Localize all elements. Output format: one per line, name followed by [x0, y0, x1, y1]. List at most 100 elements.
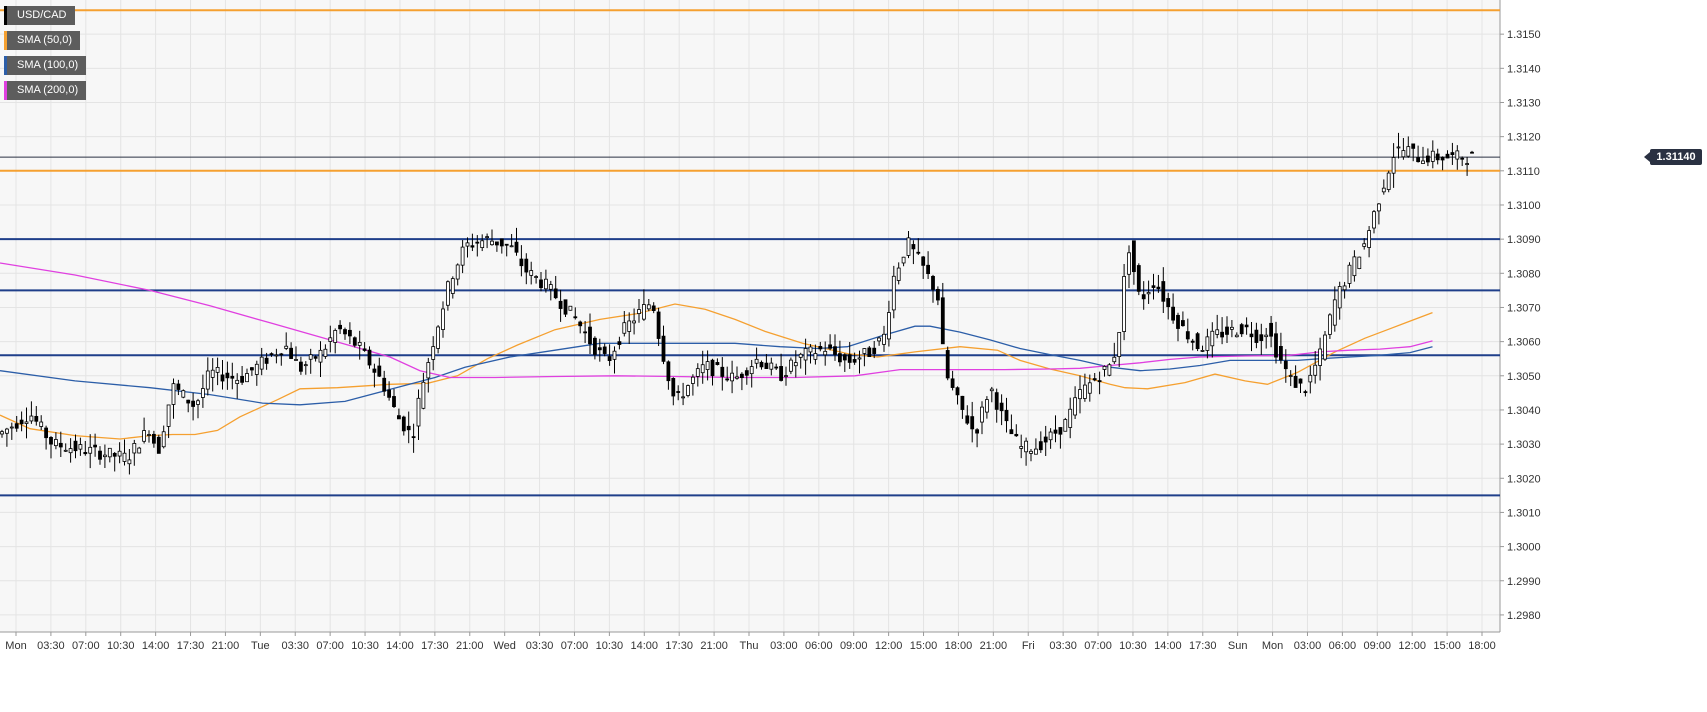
- candle-body: [1102, 366, 1107, 370]
- x-tick-label: 14:00: [386, 640, 414, 652]
- candle-body: [436, 326, 441, 349]
- candle-body: [1460, 157, 1465, 160]
- candle-body: [1269, 322, 1273, 337]
- candle-body: [936, 288, 940, 301]
- y-tick-label: 1.3010: [1507, 507, 1541, 519]
- y-tick-label: 1.3100: [1507, 200, 1541, 212]
- x-tick-label: 14:00: [142, 640, 170, 652]
- candle-body: [519, 258, 524, 267]
- x-tick-label: 03:00: [770, 640, 798, 652]
- candle-body: [367, 349, 372, 366]
- candle-body: [524, 258, 529, 273]
- y-tick-label: 1.3040: [1507, 405, 1541, 417]
- candle-body: [970, 416, 975, 430]
- x-tick-label: 10:30: [351, 640, 379, 652]
- candle-body: [1352, 256, 1357, 277]
- candle-body: [695, 368, 700, 377]
- candle-body: [862, 348, 867, 354]
- legend-label-symbol: USD/CAD: [17, 9, 67, 21]
- candle-body: [882, 333, 886, 345]
- legend-swatch-sma-100: [4, 56, 7, 75]
- candle-body: [1254, 329, 1259, 343]
- candle-body: [793, 362, 798, 367]
- candle-body: [710, 359, 715, 377]
- candle-body: [1092, 378, 1097, 381]
- candle-body: [1014, 433, 1019, 437]
- candle-body: [499, 238, 504, 247]
- candle-body: [842, 354, 847, 361]
- candle-body: [573, 316, 578, 319]
- candle-body: [112, 452, 117, 457]
- candle-body: [1445, 153, 1450, 159]
- candle-body: [1288, 375, 1293, 377]
- candle-body: [338, 324, 343, 330]
- candle-body: [137, 447, 142, 454]
- x-tick-label: 14:00: [1154, 640, 1182, 652]
- candle-body: [563, 299, 568, 315]
- candle-body: [548, 284, 553, 290]
- candle-body: [269, 353, 274, 356]
- candle-body: [901, 256, 906, 264]
- candle-body: [597, 347, 602, 351]
- last-price-tag: 1.31140: [1644, 149, 1702, 166]
- candle-body: [196, 400, 200, 405]
- candle-body: [24, 421, 29, 424]
- candle-body: [1210, 330, 1215, 347]
- legend-label-sma-50: SMA (50,0): [17, 34, 73, 46]
- candle-body: [1024, 440, 1028, 453]
- candle-body: [730, 372, 734, 382]
- candle-body: [9, 426, 14, 429]
- x-tick-label: Mon: [5, 640, 26, 652]
- candle-body: [1323, 334, 1327, 360]
- candle-body: [994, 392, 999, 410]
- candle-body: [1185, 331, 1190, 340]
- candle-body: [73, 440, 78, 452]
- candle-body: [1132, 240, 1136, 273]
- candle-body: [240, 375, 245, 383]
- y-tick-label: 1.3020: [1507, 473, 1541, 485]
- candle-body: [514, 241, 519, 253]
- candle-body: [431, 346, 436, 360]
- candle-body: [1190, 340, 1195, 343]
- x-tick-label: 07:00: [72, 640, 100, 652]
- y-tick-label: 1.3080: [1507, 268, 1541, 280]
- candle-body: [294, 359, 298, 361]
- y-tick-label: 1.3150: [1507, 29, 1541, 41]
- candle-body: [945, 350, 950, 379]
- x-tick-label: 12:00: [875, 640, 903, 652]
- candle-body: [1166, 298, 1171, 308]
- candle-body: [49, 436, 53, 445]
- candle-body: [313, 356, 318, 359]
- candle-body: [58, 442, 63, 448]
- candle-body: [411, 436, 416, 439]
- candle-body: [323, 348, 328, 357]
- candle-body: [406, 425, 411, 431]
- candle-body: [205, 370, 210, 390]
- candle-body: [98, 450, 102, 460]
- candle-body: [68, 448, 73, 454]
- x-tick-label: 07:00: [1084, 640, 1112, 652]
- candle-body: [705, 361, 710, 370]
- candle-body: [1146, 292, 1151, 295]
- candle-body: [999, 402, 1004, 412]
- y-tick-label: 1.3050: [1507, 371, 1541, 383]
- candle-body: [813, 353, 818, 360]
- candle-body: [1078, 389, 1082, 400]
- candle-body: [896, 267, 901, 281]
- candle-body: [1029, 450, 1033, 454]
- legend-item-sma-100: SMA (100,0): [4, 56, 87, 75]
- candle-body: [1181, 320, 1185, 327]
- candle-body: [470, 245, 475, 248]
- candle-body: [985, 399, 989, 413]
- candle-body: [803, 348, 808, 361]
- candle-body: [1215, 329, 1220, 335]
- x-tick-label: 03:30: [526, 640, 554, 652]
- candle-body: [450, 278, 455, 294]
- x-tick-label: 21:00: [980, 640, 1008, 652]
- candle-body: [426, 362, 431, 379]
- candle-body: [558, 300, 563, 309]
- candle-body: [333, 330, 338, 343]
- candle-body: [627, 320, 632, 332]
- x-tick-label: 18:00: [945, 640, 973, 652]
- candle-body: [362, 348, 367, 351]
